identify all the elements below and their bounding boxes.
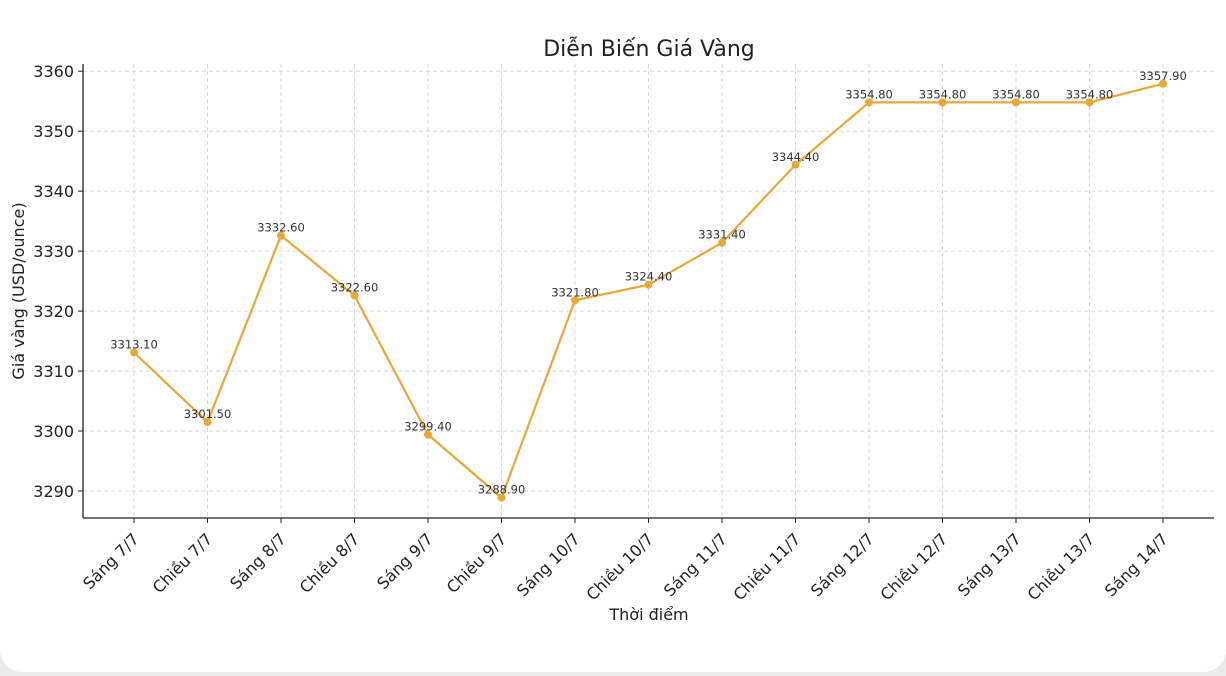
data-label: 3332.60 [257,221,305,235]
y-tick-label: 3310 [33,362,74,381]
data-point [791,160,800,169]
data-label: 3313.10 [110,337,158,351]
x-tick-label: Sáng 10/7 [513,529,584,600]
data-label: 3301.50 [184,407,232,421]
x-tick-label: Chiều 9/7 [443,529,511,597]
data-label: 3322.60 [331,280,379,294]
x-tick-label: Sáng 11/7 [660,529,731,600]
data-point [130,348,138,357]
x-tick-label: Sáng 14/7 [1101,529,1172,600]
data-point [497,493,506,502]
data-label: 3354.80 [1066,87,1114,101]
y-tick-label: 3320 [33,302,74,321]
data-label: 3344.40 [772,150,820,164]
y-ticks: 3290 3300 3310 3320 3330 3340 3350 3360 [33,62,83,501]
series-gold-price [130,79,1167,502]
y-tick-label: 3290 [33,482,74,501]
x-tick-label: Sáng 8/7 [226,529,290,593]
data-point [424,430,432,439]
data-label: 3331.40 [698,228,746,242]
x-ticks: Sáng 7/7 Chiều 7/7 Sáng 8/7 Chiều 8/7 Sáng 9… [79,518,1172,604]
x-tick-label: Chiều 12/7 [877,529,952,604]
data-labels: 3313.10 3301.50 3332.60 3322.60 3299.40 3288.… [110,69,1187,497]
data-point [938,98,947,107]
data-point [1159,79,1167,88]
data-point [203,418,212,427]
chart-title: Diễn Biến Giá Vàng [543,36,755,62]
y-tick-label: 3350 [33,122,74,141]
data-label: 3299.40 [404,420,452,434]
x-tick-label: Chiều 13/7 [1024,529,1099,604]
x-tick-label: Sáng 9/7 [373,529,437,593]
x-axis-label: Thời điểm [608,605,688,624]
data-label: 3324.40 [625,270,673,284]
y-tick-label: 3300 [33,422,74,441]
x-tick-label: Sáng 12/7 [807,529,878,600]
data-label: 3357.90 [1139,69,1187,83]
x-tick-label: Sáng 13/7 [954,529,1025,600]
y-tick-label: 3330 [33,242,74,261]
y-axis-label: Giá vàng (USD/ounce) [9,202,28,379]
grid [83,64,1214,518]
data-point [571,296,579,305]
data-label: 3288.90 [478,483,526,497]
data-point [277,231,285,240]
data-point [644,280,653,289]
data-label: 3354.80 [919,87,967,101]
data-label: 3354.80 [992,87,1040,101]
data-point [865,98,873,107]
data-point [350,291,359,300]
data-point [1085,98,1094,107]
data-point [1012,98,1020,107]
x-tick-label: Sáng 7/7 [79,529,143,593]
y-tick-label: 3360 [33,62,74,81]
y-tick-label: 3340 [33,182,74,201]
x-tick-label: Chiều 11/7 [730,529,805,604]
data-label: 3354.80 [845,87,893,101]
x-tick-label: Chiều 10/7 [583,529,658,604]
x-tick-label: Chiều 8/7 [296,529,364,597]
data-label: 3321.80 [551,285,599,299]
data-point [718,238,726,247]
x-tick-label: Chiều 7/7 [149,529,217,597]
